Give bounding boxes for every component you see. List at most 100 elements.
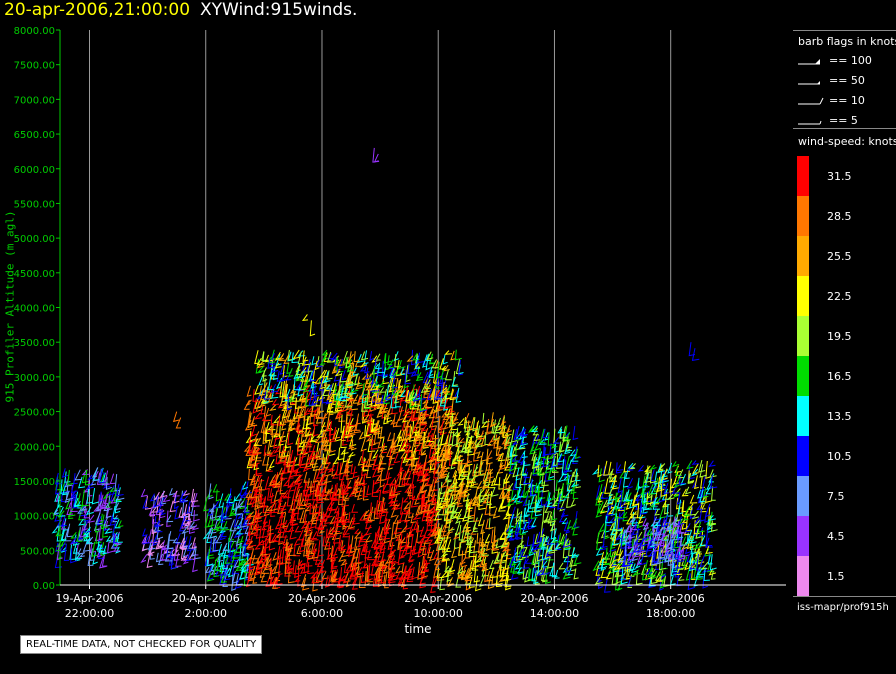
wind-barb (401, 473, 408, 486)
wind-barb (428, 440, 437, 447)
wind-barb (191, 524, 199, 531)
wind-barb (654, 509, 660, 516)
wind-barb (427, 518, 434, 527)
wind-barb (360, 543, 366, 556)
wind-barb (504, 575, 512, 591)
wind-barb (265, 557, 272, 571)
wind-barb (428, 539, 435, 547)
wind-barb (372, 449, 379, 460)
wind-barb (458, 542, 466, 556)
wind-barb (173, 490, 180, 504)
wind-barb (291, 516, 299, 527)
wind-barb (708, 568, 717, 576)
wind-barb (301, 314, 309, 322)
wind-barb (627, 534, 635, 550)
wind-barb (425, 355, 431, 371)
wind-barb (689, 561, 696, 570)
wind-barb (279, 477, 286, 495)
wind-barb (309, 513, 318, 522)
wind-barb (651, 571, 658, 580)
wind-barb (100, 478, 109, 485)
wind-barb (304, 441, 311, 454)
wind-barb (572, 484, 579, 500)
wind-barb (250, 548, 258, 560)
wind-barb (181, 525, 189, 535)
wind-barb (348, 410, 355, 427)
wind-barb (273, 446, 280, 454)
wind-barb (365, 463, 371, 479)
wind-barb (481, 480, 489, 490)
wind-barb (399, 511, 406, 523)
wind-barb (699, 535, 706, 547)
wind-barb (273, 480, 281, 489)
wind-barb (637, 464, 644, 472)
wind-barb (605, 506, 614, 517)
wind-barb (435, 389, 443, 398)
wind-barb (311, 499, 319, 509)
wind-barb (699, 489, 706, 503)
wind-barb (574, 511, 580, 529)
wind-barb (451, 376, 459, 387)
wind-barb (359, 533, 367, 541)
wind-barb (227, 537, 236, 553)
wind-barb (559, 534, 566, 545)
wind-barb (99, 556, 107, 569)
wind-barb (626, 477, 634, 490)
wind-barb (630, 551, 639, 562)
wind-barb (468, 507, 474, 520)
wind-barb (635, 570, 643, 585)
wind-barb (98, 525, 104, 541)
wind-barb (429, 353, 436, 364)
wind-barb (261, 527, 269, 539)
wind-barb (310, 405, 318, 416)
wind-barb (421, 496, 429, 510)
wind-barb (461, 443, 467, 453)
wind-barb (252, 514, 258, 531)
speed-swatch (797, 516, 809, 556)
wind-barb (374, 544, 380, 555)
speed-legend-row: 28.5 (797, 196, 896, 236)
wind-barb (369, 398, 377, 408)
wind-barb (346, 372, 352, 389)
wind-barb (442, 382, 450, 393)
speed-legend-label: 10.5 (827, 450, 852, 463)
wind-barb (562, 569, 571, 580)
wind-barb (390, 418, 398, 426)
wind-barb (688, 553, 696, 564)
wind-barb (242, 544, 250, 557)
wind-barb (335, 392, 341, 408)
wind-barb (400, 442, 409, 450)
wind-barb (334, 400, 343, 412)
wind-barb (632, 492, 639, 507)
wind-barb (482, 412, 490, 424)
legend-divider (793, 30, 896, 31)
wind-barb (337, 447, 345, 461)
wind-barb (77, 508, 83, 514)
wind-barb (550, 454, 559, 468)
wind-barb (531, 453, 539, 469)
wind-barb (659, 577, 666, 589)
wind-barb (357, 566, 364, 575)
wind-barb (474, 575, 482, 592)
wind-barb (373, 535, 380, 551)
wind-barb (347, 451, 356, 458)
wind-barb (504, 457, 511, 469)
wind-barb (647, 536, 652, 548)
wind-barb (574, 468, 581, 482)
wind-barb (481, 529, 488, 548)
wind-barb (451, 431, 458, 447)
wind-barb (268, 525, 275, 544)
wind-barb (659, 547, 665, 560)
wind-barb (460, 464, 469, 474)
wind-barb (652, 498, 661, 510)
wind-barb (186, 549, 193, 562)
wind-barb (377, 424, 384, 439)
wind-barb (267, 356, 276, 364)
wind-barb (154, 516, 161, 527)
wind-barb (705, 460, 710, 480)
wind-barb (331, 521, 338, 536)
x-tick-label: 14:00:00 (530, 607, 579, 620)
wind-barb (575, 472, 581, 489)
wind-barb (299, 538, 306, 553)
wind-barb (189, 521, 197, 528)
